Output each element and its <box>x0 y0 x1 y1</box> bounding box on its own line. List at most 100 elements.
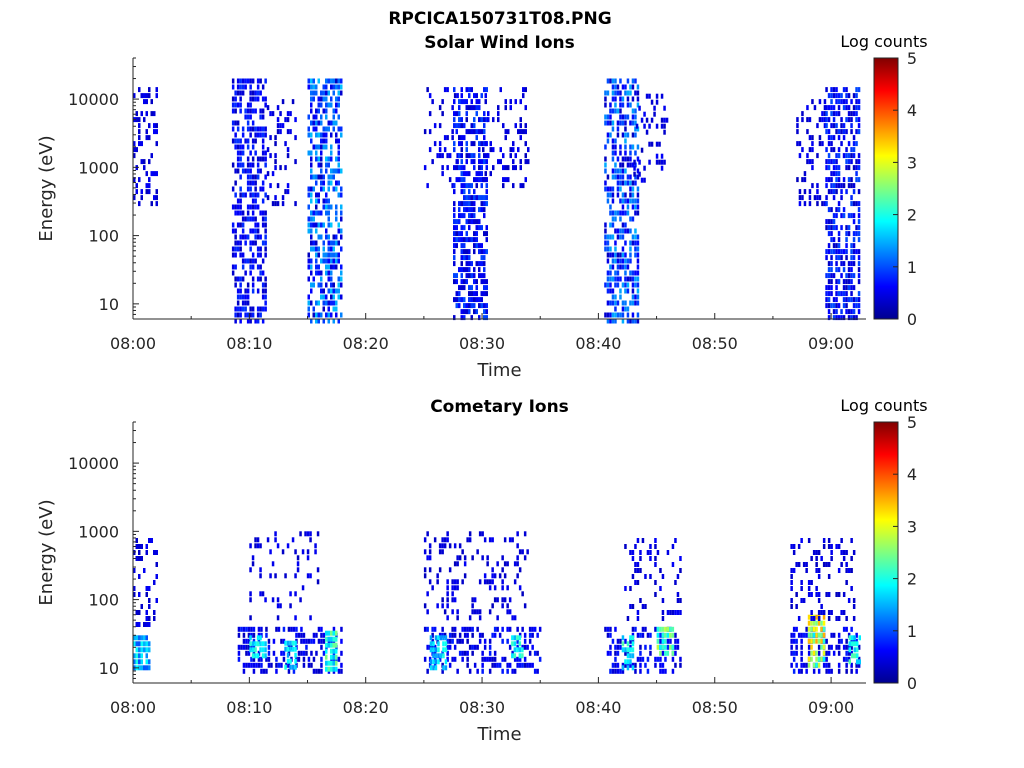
heatmap-cell <box>842 285 846 291</box>
heatmap-cell <box>480 273 483 279</box>
heatmap-cell <box>259 210 262 216</box>
heatmap-cell <box>611 90 615 96</box>
heatmap-cell <box>857 129 861 135</box>
heatmap-cell <box>631 282 635 288</box>
heatmap-cell <box>483 153 486 159</box>
heatmap-cell <box>259 591 262 597</box>
heatmap-cell <box>659 632 662 638</box>
heatmap-cell <box>456 555 459 561</box>
heatmap-cell <box>830 105 833 111</box>
heatmap-cell <box>446 135 449 141</box>
heatmap-cell <box>850 586 853 591</box>
heatmap-cell <box>624 586 627 591</box>
heatmap-cell <box>820 556 823 561</box>
heatmap-cell <box>604 626 607 632</box>
heatmap-cell <box>448 543 452 549</box>
heatmap-cell <box>140 189 143 195</box>
heatmap-cell <box>312 668 316 674</box>
heatmap-cell <box>455 303 458 309</box>
heatmap-cell <box>241 144 245 150</box>
colorbar-tick-label: 2 <box>907 570 917 589</box>
heatmap-cell <box>234 240 237 246</box>
heatmap-cell <box>320 132 323 138</box>
heatmap-cell <box>633 165 636 171</box>
heatmap-cell <box>802 562 806 567</box>
heatmap-cell <box>840 183 843 189</box>
heatmap-cell <box>639 556 642 561</box>
heatmap-cell <box>138 665 141 671</box>
heatmap-cell <box>460 243 463 249</box>
heatmap-cell <box>138 610 141 615</box>
heatmap-cell <box>790 598 793 603</box>
heatmap-cell <box>803 177 807 183</box>
heatmap-cell <box>825 129 828 135</box>
heatmap-cell <box>458 141 461 147</box>
heatmap-cell <box>609 650 612 656</box>
heatmap-cell <box>317 156 320 162</box>
heatmap-cell <box>294 646 297 652</box>
heatmap-cell <box>468 153 471 159</box>
heatmap-cell <box>456 638 459 644</box>
heatmap-cell <box>614 138 617 144</box>
heatmap-cell <box>244 168 247 174</box>
heatmap-cell <box>611 264 615 270</box>
heatmap-cell <box>643 111 646 117</box>
heatmap-cell <box>634 282 637 288</box>
heatmap-cell <box>832 189 836 195</box>
heatmap-cell <box>302 656 306 662</box>
heatmap-cell <box>315 252 318 258</box>
heatmap-cell <box>246 144 250 150</box>
heatmap-cell <box>830 225 833 231</box>
heatmap-cell <box>453 297 456 303</box>
heatmap-cell <box>463 555 467 561</box>
heatmap-cell <box>286 189 290 195</box>
heatmap-cell <box>463 195 466 201</box>
heatmap-cell <box>150 171 153 177</box>
heatmap-cell <box>312 282 315 288</box>
heatmap-cell <box>135 183 138 189</box>
colorbar-tick-label: 0 <box>907 674 917 693</box>
heatmap-cell <box>634 252 637 258</box>
heatmap-cell <box>239 96 242 102</box>
heatmap-cell <box>832 303 836 309</box>
heatmap-cell <box>671 544 675 549</box>
heatmap-cell <box>621 635 625 641</box>
heatmap-cell <box>634 132 637 138</box>
heatmap-cell <box>249 150 252 156</box>
heatmap-cell <box>332 120 335 126</box>
heatmap-cell <box>236 156 240 162</box>
heatmap-cell <box>852 297 856 303</box>
heatmap-cell <box>269 135 272 141</box>
heatmap-cell <box>453 561 457 567</box>
heatmap-cell <box>478 153 481 159</box>
heatmap-cell <box>611 84 615 90</box>
heatmap-cell <box>148 604 151 609</box>
heatmap-cell <box>455 111 458 117</box>
heatmap-cell <box>818 135 822 141</box>
heatmap-cell <box>468 267 471 273</box>
heatmap-cell <box>492 147 495 153</box>
heatmap-cell <box>634 174 637 180</box>
heatmap-cell <box>629 216 632 222</box>
heatmap-cell <box>254 132 257 138</box>
heatmap-cell <box>309 573 312 579</box>
heatmap-cell <box>244 312 247 318</box>
heatmap-cell <box>634 210 637 216</box>
heatmap-cell <box>310 162 313 168</box>
heatmap-cell <box>240 626 243 632</box>
heatmap-cell <box>812 668 816 674</box>
heatmap-cell <box>453 249 456 255</box>
heatmap-cell <box>488 650 492 656</box>
heatmap-cell <box>453 656 457 662</box>
heatmap-cell <box>629 635 632 641</box>
heatmap-cell <box>837 147 841 153</box>
heatmap-cell <box>790 662 793 668</box>
heatmap-cell <box>478 249 481 255</box>
heatmap-cell <box>636 234 640 240</box>
heatmap-cell <box>143 159 146 165</box>
heatmap-cell <box>426 531 429 537</box>
heatmap-cell <box>815 592 818 597</box>
heatmap-cell <box>330 150 333 156</box>
heatmap-cell <box>480 183 483 189</box>
heatmap-cell <box>815 632 818 638</box>
